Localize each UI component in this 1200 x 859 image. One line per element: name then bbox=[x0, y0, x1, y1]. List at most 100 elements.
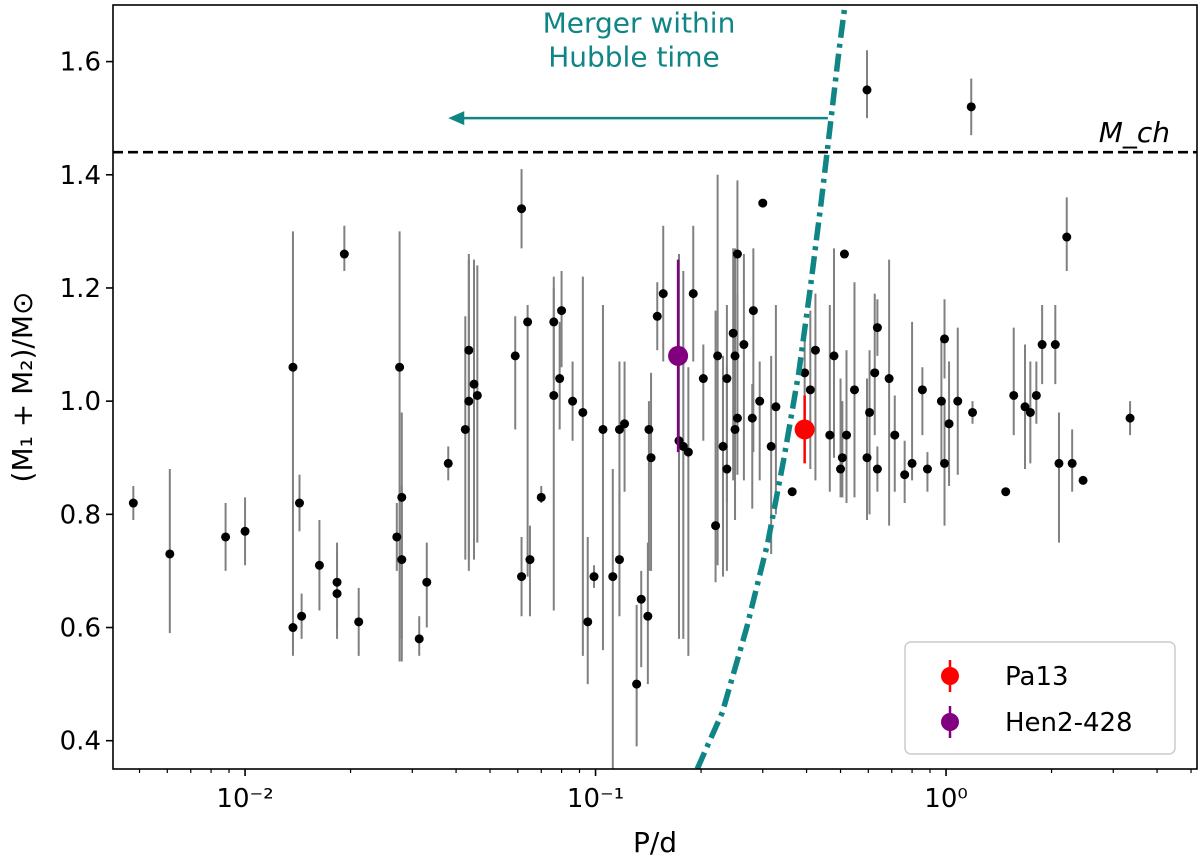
catalogue-point bbox=[1062, 232, 1072, 242]
plot-frame bbox=[112, 4, 1198, 770]
catalogue-point bbox=[643, 611, 653, 621]
legend-box bbox=[904, 641, 1176, 755]
catalogue-point bbox=[872, 464, 882, 474]
catalogue-point bbox=[842, 430, 852, 440]
catalogue-point bbox=[758, 198, 768, 208]
catalogue-point bbox=[698, 374, 708, 384]
x-tick-label: 10⁰ bbox=[924, 784, 968, 814]
catalogue-point bbox=[339, 249, 349, 259]
catalogue-point bbox=[683, 447, 693, 457]
catalogue-point bbox=[644, 424, 654, 434]
catalogue-point bbox=[314, 560, 324, 570]
x-axis-label: P/d bbox=[633, 826, 677, 859]
catalogue-point bbox=[1050, 340, 1060, 350]
hen2-428-point bbox=[668, 345, 689, 366]
catalogue-point bbox=[557, 306, 567, 316]
catalogue-point bbox=[836, 464, 846, 474]
catalogue-point bbox=[578, 407, 588, 417]
catalogue-point bbox=[722, 464, 732, 474]
catalogue-point bbox=[1054, 458, 1064, 468]
catalogue-point bbox=[510, 351, 520, 361]
catalogue-point bbox=[688, 289, 698, 299]
ticks-layer: 0.4 0.6 0.8 1.0 1.2 1.4 1.6 10⁻² 10⁻¹ 10⁰ bbox=[60, 48, 1192, 814]
catalogue-point bbox=[825, 430, 835, 440]
catalogue-point bbox=[658, 289, 668, 299]
catalogue-point bbox=[1001, 487, 1011, 497]
catalogue-point bbox=[397, 492, 407, 502]
catalogue-point bbox=[128, 498, 138, 508]
catalogue-point bbox=[549, 317, 559, 327]
y-tick-label: 0.6 bbox=[60, 614, 101, 644]
catalogue-point bbox=[614, 555, 624, 565]
catalogue-point bbox=[652, 311, 662, 321]
catalogue-point bbox=[872, 323, 882, 333]
catalogue-point bbox=[460, 424, 470, 434]
y-axis-label: (M₁ + M₂)/M⊙ bbox=[6, 292, 39, 483]
catalogue-point bbox=[766, 441, 776, 451]
catalogue-point bbox=[1009, 390, 1019, 400]
catalogue-point bbox=[907, 458, 917, 468]
catalogue-point bbox=[523, 317, 533, 327]
legend: Pa13 Hen2-428 bbox=[904, 641, 1176, 755]
catalogue-point bbox=[936, 396, 946, 406]
catalogue-point bbox=[297, 611, 307, 621]
catalogue-point bbox=[422, 577, 432, 587]
catalogue-point bbox=[395, 362, 405, 372]
catalogue-point bbox=[555, 374, 565, 384]
catalogue-point bbox=[620, 419, 630, 429]
catalogue-point bbox=[862, 453, 872, 463]
catalogue-point bbox=[646, 453, 656, 463]
catalogue-point bbox=[810, 345, 820, 355]
catalogue-point bbox=[472, 390, 482, 400]
catalogue-point bbox=[922, 464, 932, 474]
merger-arrow-head bbox=[448, 111, 465, 126]
catalogue-point bbox=[1031, 390, 1041, 400]
catalogue-point bbox=[865, 407, 875, 417]
catalogue-point bbox=[711, 521, 721, 531]
catalogue-point bbox=[288, 362, 298, 372]
catalogue-point bbox=[1125, 413, 1135, 423]
catalogue-point bbox=[732, 249, 742, 259]
mch-label: M_ch bbox=[1099, 116, 1170, 149]
catalogue-point bbox=[917, 385, 927, 395]
catalogue-point bbox=[849, 385, 859, 395]
catalogue-point bbox=[1020, 402, 1030, 412]
catalogue-point bbox=[332, 589, 342, 599]
catalogue-point bbox=[332, 577, 342, 587]
catalogue-point bbox=[728, 328, 738, 338]
catalogue-point bbox=[953, 396, 963, 406]
catalogue-point bbox=[1078, 475, 1088, 485]
catalogue-point bbox=[722, 374, 732, 384]
catalogue-point bbox=[294, 498, 304, 508]
catalogue-point bbox=[525, 555, 535, 565]
catalogue-point bbox=[718, 441, 728, 451]
catalogue-point bbox=[1025, 407, 1035, 417]
catalogue-point bbox=[589, 572, 599, 582]
catalogue-point bbox=[583, 617, 593, 627]
legend-marker bbox=[941, 667, 959, 685]
catalogue-point bbox=[536, 492, 546, 502]
catalogue-point bbox=[900, 470, 910, 480]
catalogue-point bbox=[730, 351, 740, 361]
catalogue-point bbox=[805, 385, 815, 395]
y-tick-label: 0.8 bbox=[60, 500, 101, 530]
catalogue-point bbox=[240, 526, 250, 536]
catalogue-point bbox=[862, 85, 872, 95]
catalogue-point bbox=[1067, 458, 1077, 468]
catalogue-point bbox=[968, 407, 978, 417]
catalogue-point bbox=[632, 679, 642, 689]
catalogue-point bbox=[870, 368, 880, 378]
catalogue-point bbox=[288, 623, 298, 633]
catalogue-point bbox=[747, 413, 757, 423]
data-layer bbox=[113, 5, 1197, 769]
catalogue-point bbox=[771, 402, 781, 412]
catalogue-point bbox=[464, 396, 474, 406]
catalogue-point bbox=[464, 345, 474, 355]
catalogue-point bbox=[392, 532, 402, 542]
catalogue-point bbox=[517, 572, 527, 582]
y-tick-label: 1.4 bbox=[60, 161, 101, 191]
catalogue-point bbox=[1037, 340, 1047, 350]
catalogue-point bbox=[748, 306, 758, 316]
catalogue-point bbox=[568, 396, 578, 406]
catalogue-point bbox=[839, 249, 849, 259]
